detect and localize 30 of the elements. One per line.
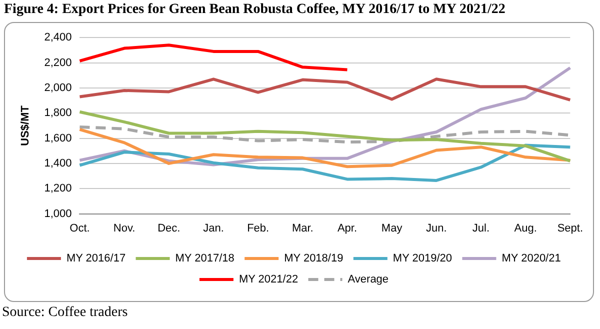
x-tick-label: Sept. xyxy=(557,222,583,234)
x-tick-label: Aug. xyxy=(514,222,537,234)
y-tick-label: 1,600 xyxy=(44,132,72,144)
x-tick-label: Mar. xyxy=(292,222,314,234)
legend-label: MY 2019/20 xyxy=(392,252,452,265)
x-tick-label: Jan. xyxy=(203,222,224,234)
x-tick-label: Oct. xyxy=(70,222,90,234)
x-tick-label: May xyxy=(381,222,403,234)
x-tick-label: Nov. xyxy=(113,222,136,234)
x-tick-label: Jun. xyxy=(426,222,447,234)
y-tick-label: 1,000 xyxy=(44,208,72,220)
chart-title: Figure 4: Export Prices for Green Bean Robusta Coffee, MY 2016/17 to MY 2021/22 xyxy=(4,2,506,18)
y-tick-label: 2,200 xyxy=(44,56,72,69)
y-axis-title: US$/MT xyxy=(20,105,32,146)
legend-label: Average xyxy=(348,274,389,286)
y-tick-label: 1,200 xyxy=(44,182,72,195)
x-tick-label: Feb. xyxy=(247,222,270,234)
source-note: Source: Coffee traders xyxy=(2,305,128,321)
x-tick-label: Jul. xyxy=(472,222,490,234)
legend-label: MY 2020/21 xyxy=(502,252,561,265)
legend-label: MY 2021/22 xyxy=(238,274,298,286)
y-tick-label: 2,400 xyxy=(44,32,72,44)
y-tick-label: 1,400 xyxy=(44,157,72,170)
y-tick-label: 1,800 xyxy=(44,107,72,120)
y-tick-label: 2,000 xyxy=(44,82,72,94)
legend-label: MY 2016/17 xyxy=(66,252,126,265)
legend-label: MY 2017/18 xyxy=(175,252,234,265)
x-tick-label: Dec. xyxy=(158,222,180,234)
legend-label: MY 2018/19 xyxy=(284,252,344,265)
x-tick-label: Apr. xyxy=(337,222,358,234)
